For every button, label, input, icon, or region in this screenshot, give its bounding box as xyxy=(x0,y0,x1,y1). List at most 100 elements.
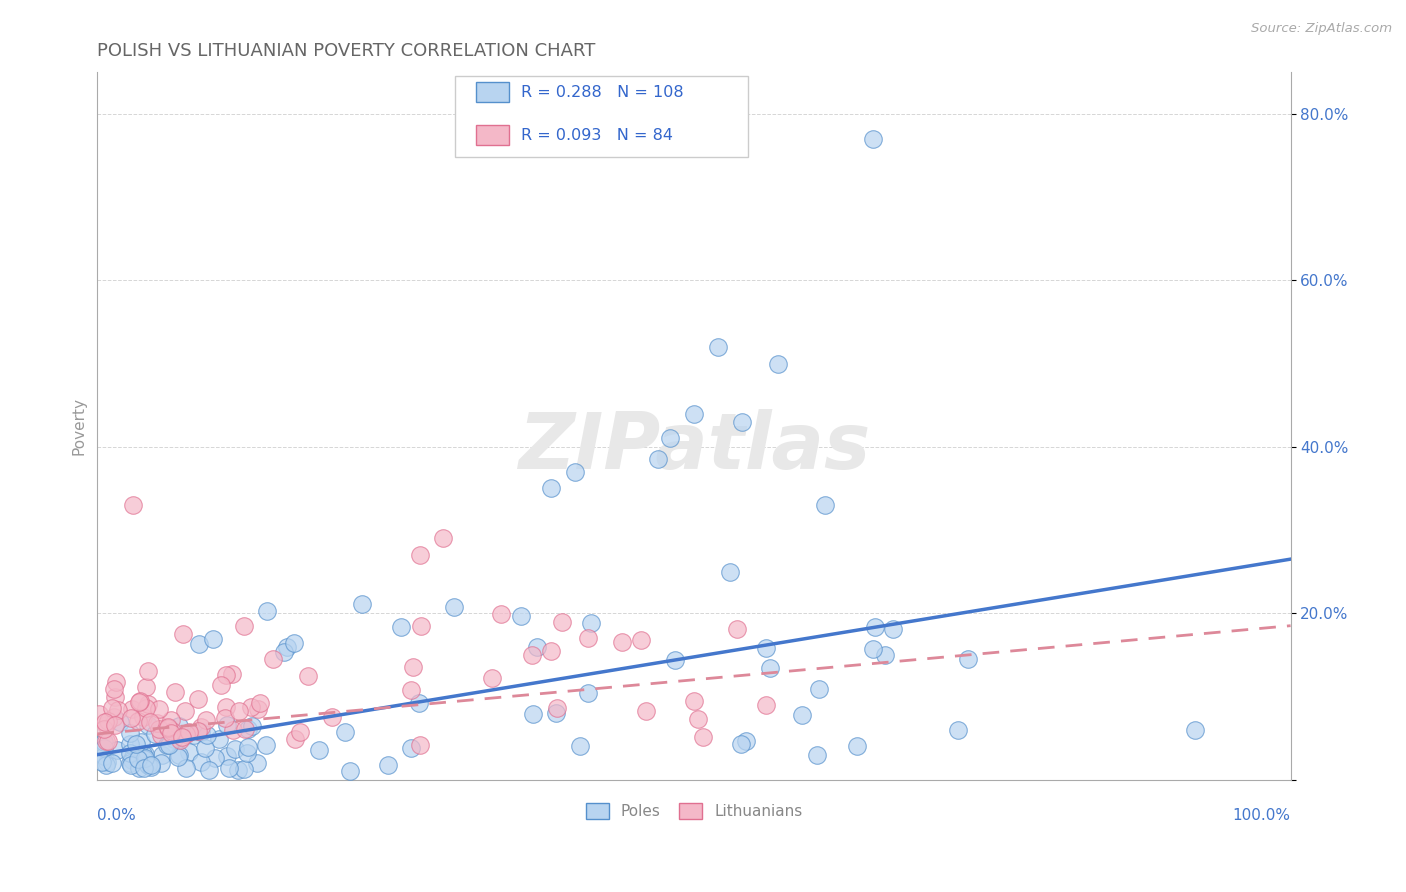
Point xyxy=(120,757,142,772)
Point xyxy=(862,641,884,656)
Point xyxy=(170,731,193,745)
Point xyxy=(246,702,269,716)
Point xyxy=(143,727,166,741)
Point xyxy=(297,669,319,683)
Point xyxy=(150,756,173,771)
Point xyxy=(389,620,412,634)
Point xyxy=(132,761,155,775)
Text: Source: ZipAtlas.com: Source: ZipAtlas.com xyxy=(1251,22,1392,36)
Point xyxy=(664,653,686,667)
Point xyxy=(489,607,512,622)
Point xyxy=(240,700,263,714)
Point xyxy=(236,740,259,755)
Point xyxy=(233,722,256,736)
Point xyxy=(121,702,143,716)
Point xyxy=(163,732,186,747)
Point xyxy=(221,666,243,681)
Point xyxy=(522,707,544,722)
Point xyxy=(120,747,142,761)
Point xyxy=(308,742,330,756)
Point xyxy=(167,718,190,732)
FancyBboxPatch shape xyxy=(475,82,509,102)
Text: 0.0%: 0.0% xyxy=(97,808,136,823)
Point xyxy=(399,682,422,697)
Text: ZIPatlas: ZIPatlas xyxy=(517,409,870,485)
Point xyxy=(352,597,374,611)
Point xyxy=(93,735,115,749)
Point xyxy=(103,709,125,723)
Point xyxy=(104,674,127,689)
Point xyxy=(188,637,211,651)
Point xyxy=(814,498,837,512)
Point xyxy=(246,756,269,770)
Point xyxy=(731,415,754,429)
Point xyxy=(730,737,752,751)
Point xyxy=(232,763,254,777)
Point xyxy=(190,725,212,739)
Point xyxy=(224,742,246,756)
Point xyxy=(862,132,884,146)
Point xyxy=(276,640,298,654)
Point xyxy=(411,619,433,633)
Point xyxy=(408,697,430,711)
Point xyxy=(218,761,240,775)
Point xyxy=(100,701,122,715)
Point xyxy=(222,723,245,738)
Point xyxy=(284,731,307,746)
Point xyxy=(755,640,778,655)
Point xyxy=(544,706,567,721)
Point xyxy=(204,751,226,765)
Point xyxy=(509,609,531,624)
Point xyxy=(139,715,162,730)
Point xyxy=(766,357,789,371)
Point xyxy=(125,737,148,751)
Point xyxy=(551,615,574,629)
Point xyxy=(692,730,714,744)
Point xyxy=(540,482,562,496)
Point xyxy=(190,756,212,770)
Point xyxy=(177,725,200,739)
Text: POLISH VS LITHUANIAN POVERTY CORRELATION CHART: POLISH VS LITHUANIAN POVERTY CORRELATION… xyxy=(97,42,596,60)
Point xyxy=(198,763,221,777)
Point xyxy=(321,709,343,723)
Point xyxy=(659,432,682,446)
Point xyxy=(522,648,544,662)
Point xyxy=(104,718,127,732)
Point xyxy=(233,619,256,633)
Point xyxy=(167,750,190,764)
Point xyxy=(145,715,167,730)
Point xyxy=(845,739,868,753)
Point xyxy=(540,643,562,657)
Point xyxy=(546,701,568,715)
Point xyxy=(173,704,195,718)
Point xyxy=(93,749,115,764)
Point xyxy=(167,748,190,763)
Point xyxy=(217,718,239,732)
Point xyxy=(194,740,217,755)
Point xyxy=(174,727,197,741)
Point xyxy=(94,715,117,730)
Point xyxy=(96,755,118,769)
Point xyxy=(120,711,142,725)
Point xyxy=(136,758,159,772)
Point xyxy=(160,726,183,740)
Point xyxy=(128,761,150,775)
Point xyxy=(148,722,170,736)
Point xyxy=(93,722,115,736)
Point xyxy=(236,746,259,760)
Point xyxy=(208,731,231,746)
Point xyxy=(576,686,599,700)
Point xyxy=(725,622,748,636)
Point xyxy=(94,758,117,772)
Point xyxy=(128,695,150,709)
Point xyxy=(156,738,179,752)
Point xyxy=(183,728,205,742)
Point xyxy=(157,720,180,734)
Point xyxy=(91,755,114,769)
Point xyxy=(150,748,173,763)
Point xyxy=(139,759,162,773)
Point xyxy=(135,701,157,715)
Point xyxy=(443,600,465,615)
Point xyxy=(141,758,163,772)
Text: R = 0.288   N = 108: R = 0.288 N = 108 xyxy=(522,85,683,100)
